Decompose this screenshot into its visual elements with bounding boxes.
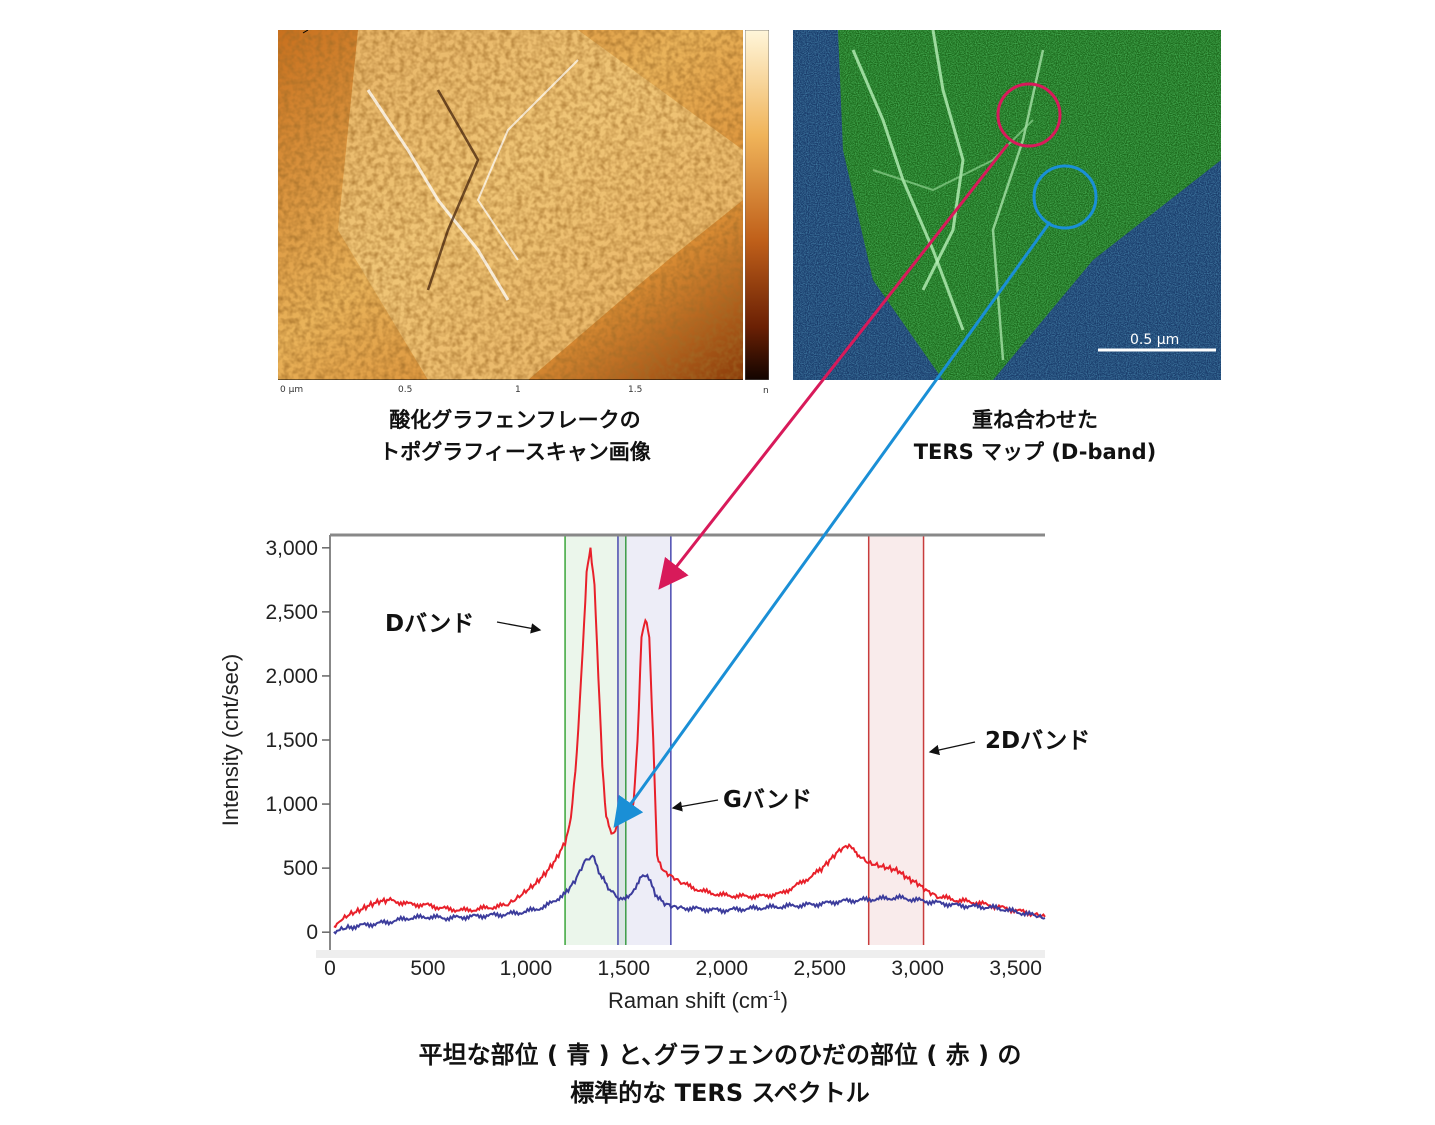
x-tick-label: 2,000 bbox=[695, 957, 748, 980]
afm-tick-05: 0.5 bbox=[398, 385, 413, 395]
y-tick-label: 1,000 bbox=[265, 793, 318, 816]
x-tick-label: 2,500 bbox=[793, 957, 846, 980]
g-band-label: Gバンド bbox=[723, 787, 813, 813]
x-tick-label: 1,500 bbox=[598, 957, 651, 980]
band-region-g bbox=[617, 535, 671, 945]
x-tick-label: 500 bbox=[410, 957, 445, 980]
ters-map-caption-line2: TERS マップ (D-band) bbox=[913, 440, 1157, 464]
ters-map-caption-line1: 重ね合わせた bbox=[972, 408, 1098, 432]
x-tick-label: 3,000 bbox=[891, 957, 944, 980]
y-axis-label: Intensity (cnt/sec) bbox=[218, 654, 243, 826]
topography-x-axis: 0 µm 0.5 1 1.5 bbox=[278, 381, 743, 397]
afm-tick-1: 1 bbox=[515, 385, 521, 395]
topography-caption: 酸化グラフェンフレークの トポグラフィースキャン画像 bbox=[300, 404, 730, 468]
scale-bar-label: 0.5 µm bbox=[1130, 332, 1180, 348]
ters-map-image bbox=[793, 30, 1221, 380]
red-spectrum-line bbox=[333, 547, 1046, 929]
chart-tick-labels: 0 500 1,000 1,500 2,000 2,500 3,000 0 500 1,000 1,… bbox=[265, 537, 1041, 980]
afm-tick-15: 1.5 bbox=[628, 385, 643, 395]
x-tick-label: 0 bbox=[324, 957, 336, 980]
topography-caption-line2: トポグラフィースキャン画像 bbox=[379, 440, 651, 464]
y-tick-label: 500 bbox=[283, 857, 318, 880]
ters-map-caption: 重ね合わせた TERS マップ (D-band) bbox=[830, 404, 1240, 468]
y-tick-label: 0 bbox=[306, 921, 318, 944]
topography-caption-line1: 酸化グラフェンフレークの bbox=[389, 408, 641, 432]
band-regions bbox=[564, 535, 925, 945]
topography-scan-image bbox=[278, 30, 743, 380]
d-band-label: Dバンド bbox=[385, 611, 475, 637]
afm-tick-0: 0 µm bbox=[280, 385, 304, 395]
y-tick-label: 2,000 bbox=[265, 665, 318, 688]
spectrum-caption: 平坦な部位 ( 青 ) と､グラフェンのひだの部位 ( 赤 ) の 標準的な T… bbox=[280, 1036, 1160, 1112]
x-tick-label: 3,500 bbox=[989, 957, 1042, 980]
2d-band-label: 2Dバンド bbox=[985, 728, 1091, 754]
colorbar-unit: n bbox=[763, 386, 769, 396]
spectrum-caption-line2: 標準的な TERS スペクトル bbox=[570, 1079, 870, 1107]
x-axis-band bbox=[316, 950, 1045, 958]
y-tick-label: 1,500 bbox=[265, 729, 318, 752]
blue-spectrum-line bbox=[333, 854, 1046, 935]
band-region-2d bbox=[868, 535, 924, 945]
y-tick-label: 2,500 bbox=[265, 601, 318, 624]
x-axis-label: Raman shift (cm-1) bbox=[608, 987, 788, 1013]
x-tick-label: 1,000 bbox=[500, 957, 553, 980]
height-colorbar bbox=[745, 30, 769, 380]
raman-spectrum-chart: 0 500 1,000 1,500 2,000 2,500 3,000 0 500 1,000 1,… bbox=[218, 533, 1046, 1013]
chart-series bbox=[333, 547, 1046, 935]
spectrum-caption-line1: 平坦な部位 ( 青 ) と､グラフェンのひだの部位 ( 赤 ) の bbox=[418, 1041, 1022, 1069]
y-tick-label: 3,000 bbox=[265, 537, 318, 560]
